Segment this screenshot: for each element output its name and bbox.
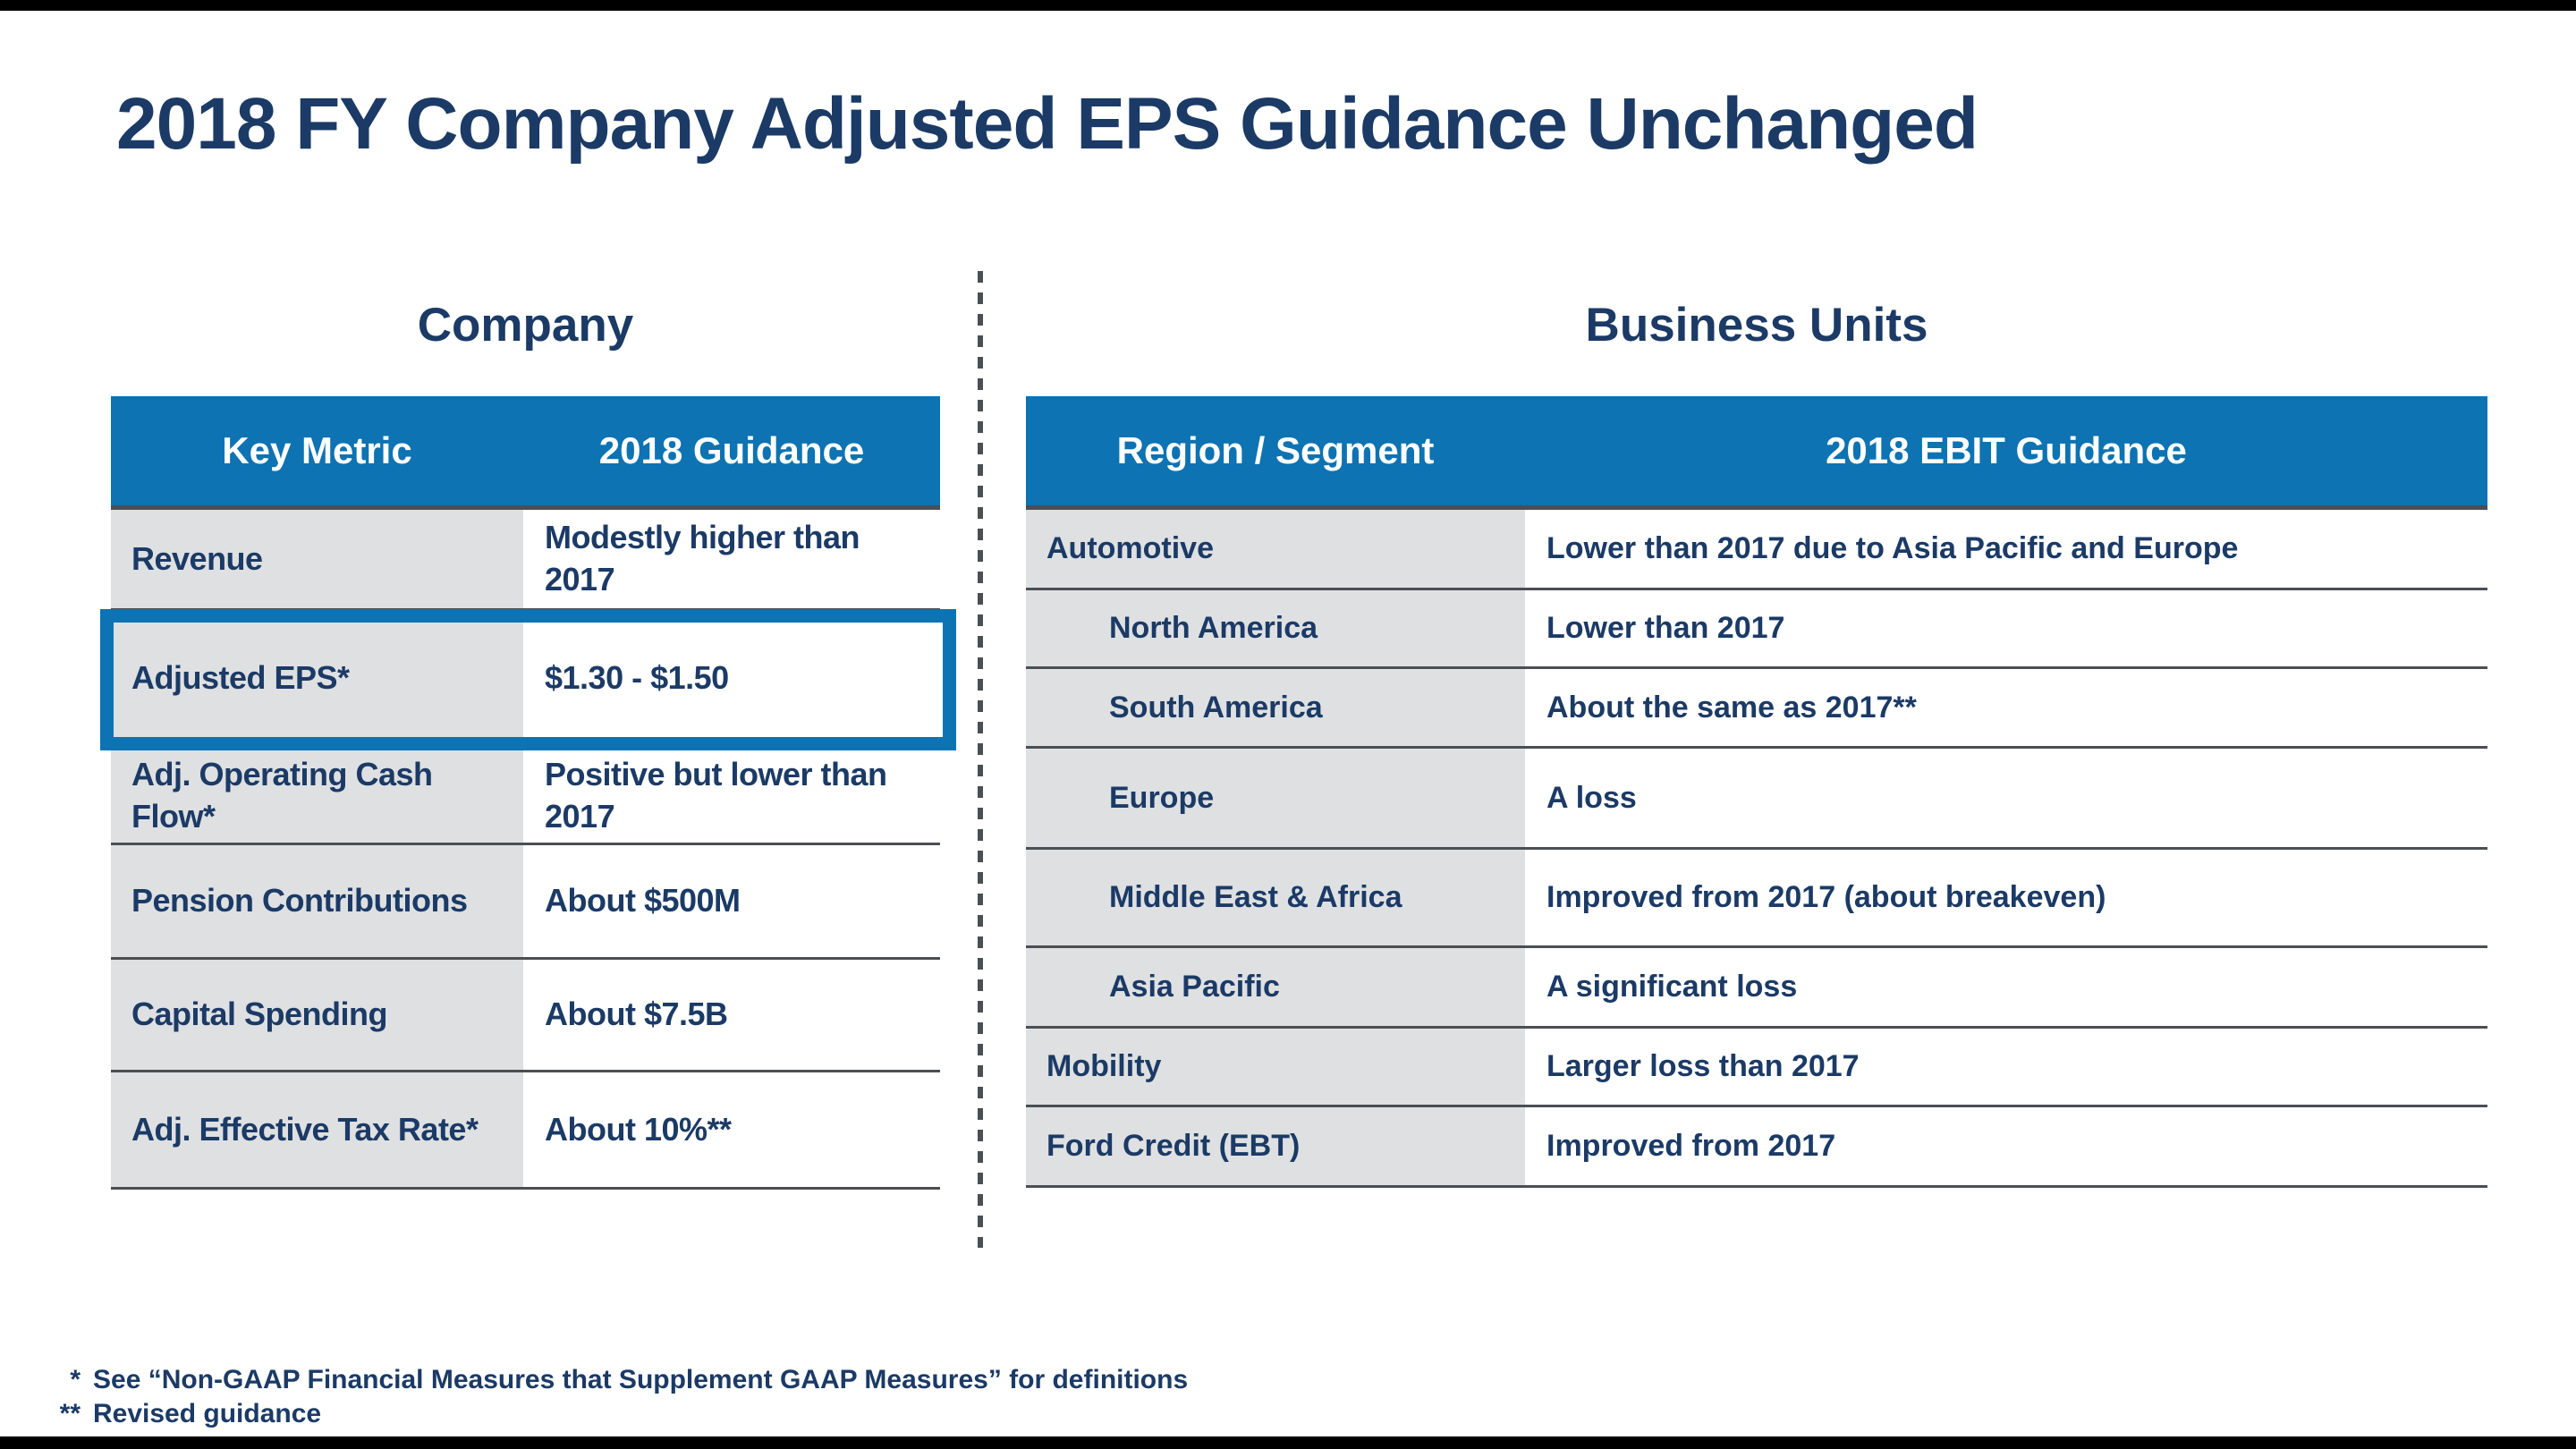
guidance-cell: Larger loss than 2017 <box>1525 1029 2487 1105</box>
guidance-cell: Improved from 2017 <box>1525 1107 2487 1185</box>
table-row: Adj. Effective Tax Rate* About 10%** <box>111 1072 940 1190</box>
business-units-section-heading: Business Units <box>1585 299 1928 352</box>
dashed-vertical-divider <box>978 271 983 1248</box>
guidance-cell: Modestly higher than 2017 <box>523 510 940 608</box>
segment-cell: Automotive <box>1026 510 1525 588</box>
footnote-revised-guidance: ** Revised guidance <box>25 1397 1188 1431</box>
metric-cell: Pension Contributions <box>111 845 523 957</box>
segment-cell: South America <box>1026 669 1525 746</box>
table-row-highlighted: Adjusted EPS* $1.30 - $1.50 <box>111 611 940 749</box>
guidance-cell: A loss <box>1525 749 2487 847</box>
company-section-heading: Company <box>417 299 634 352</box>
company-table: Key Metric 2018 Guidance Revenue Modestl… <box>111 396 940 1190</box>
table-row: Revenue Modestly higher than 2017 <box>111 510 940 611</box>
table-row: Europe A loss <box>1026 749 2487 850</box>
table-row: Mobility Larger loss than 2017 <box>1026 1029 2487 1107</box>
company-header-2018-guidance: 2018 Guidance <box>598 429 865 471</box>
table-row: North America Lower than 2017 <box>1026 590 2487 669</box>
segment-cell: Asia Pacific <box>1026 948 1525 1026</box>
guidance-cell: About the same as 2017** <box>1525 669 2487 746</box>
table-row: Pension Contributions About $500M <box>111 845 940 960</box>
bu-header-2018-ebit-guidance: 2018 EBIT Guidance <box>1826 429 2187 471</box>
company-header-key-metric: Key Metric <box>222 429 412 471</box>
company-table-header-row: Key Metric 2018 Guidance <box>111 396 940 510</box>
table-row: South America About the same as 2017** <box>1026 669 2487 749</box>
bottom-letterbox-bar <box>0 1436 2576 1449</box>
table-row: Adj. Operating Cash Flow* Positive but l… <box>111 749 940 845</box>
table-row: Middle East & Africa Improved from 2017 … <box>1026 850 2487 948</box>
guidance-cell: Improved from 2017 (about breakeven) <box>1525 850 2487 945</box>
segment-cell: North America <box>1026 590 1525 666</box>
segment-cell: Mobility <box>1026 1029 1525 1105</box>
business-units-table-header-row: Region / Segment 2018 EBIT Guidance <box>1026 396 2487 510</box>
table-row: Asia Pacific A significant loss <box>1026 948 2487 1029</box>
table-row: Automotive Lower than 2017 due to Asia P… <box>1026 510 2487 590</box>
guidance-cell: Positive but lower than 2017 <box>523 749 940 843</box>
footnote-text: See “Non-GAAP Financial Measures that Su… <box>93 1365 1189 1394</box>
guidance-cell: $1.30 - $1.50 <box>523 611 940 746</box>
guidance-cell: About $500M <box>523 845 940 957</box>
footnotes: * See “Non-GAAP Financial Measures that … <box>25 1363 1189 1431</box>
footnote-text: Revised guidance <box>93 1399 322 1428</box>
segment-cell: Middle East & Africa <box>1026 850 1525 945</box>
footnote-marker: * <box>70 1365 80 1394</box>
slide-title: 2018 FY Company Adjusted EPS Guidance Un… <box>116 83 1979 165</box>
metric-cell: Adj. Effective Tax Rate* <box>111 1072 523 1187</box>
metric-cell: Capital Spending <box>111 960 523 1070</box>
guidance-cell: A significant loss <box>1525 948 2487 1026</box>
metric-cell: Revenue <box>111 510 523 608</box>
guidance-cell: Lower than 2017 <box>1525 590 2487 666</box>
top-letterbox-bar <box>0 0 2576 11</box>
table-row: Capital Spending About $7.5B <box>111 960 940 1072</box>
metric-cell: Adjusted EPS* <box>111 611 523 746</box>
metric-cell: Adj. Operating Cash Flow* <box>111 749 523 843</box>
guidance-cell: About 10%** <box>523 1072 940 1187</box>
segment-cell: Europe <box>1026 749 1525 847</box>
business-units-table: Region / Segment 2018 EBIT Guidance Auto… <box>1026 396 2487 1188</box>
table-row: Ford Credit (EBT) Improved from 2017 <box>1026 1107 2487 1188</box>
bu-header-region-segment: Region / Segment <box>1116 429 1435 471</box>
footnote-non-gaap: * See “Non-GAAP Financial Measures that … <box>25 1363 1188 1397</box>
footnote-marker: ** <box>59 1399 80 1428</box>
guidance-cell: About $7.5B <box>523 960 940 1070</box>
segment-cell: Ford Credit (EBT) <box>1026 1107 1525 1185</box>
guidance-cell: Lower than 2017 due to Asia Pacific and … <box>1525 510 2487 588</box>
